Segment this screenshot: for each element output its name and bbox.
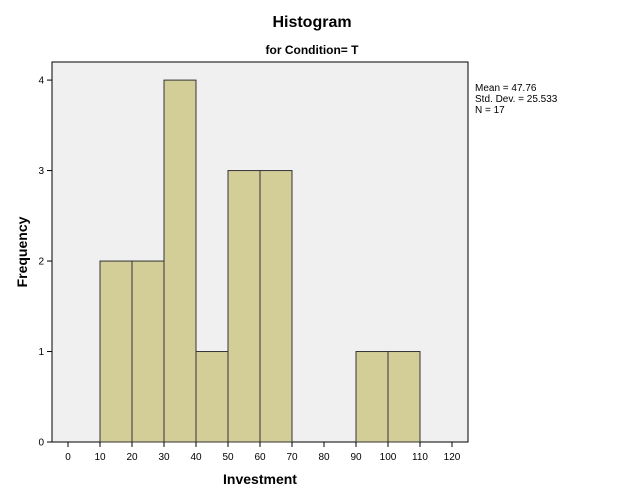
stats-mean: Mean = 47.76 [475,83,537,94]
chart-subtitle: for Condition= T [266,43,360,57]
histogram-bar-50-60 [227,170,261,443]
histogram-bar-90-100 [355,351,389,443]
stats-legend: Mean = 47.76 Std. Dev. = 25.533 N = 17 [475,83,558,116]
x-tick-label: 0 [65,452,71,463]
histogram-bar-100-110 [387,351,421,443]
y-tick-label: 1 [38,347,44,358]
x-tick-label: 80 [318,452,330,463]
histogram-bar-40-50 [195,351,229,443]
chart-title: Histogram [272,14,351,31]
x-tick-label: 30 [158,452,170,463]
x-tick-label: 20 [126,452,138,463]
x-tick-label: 90 [350,452,362,463]
stats-n: N = 17 [475,105,505,116]
y-tick-label: 0 [38,438,44,449]
y-tick-label: 2 [38,257,44,268]
bars-group [99,79,421,443]
x-tick-label: 120 [444,452,461,463]
stats-std-dev: Std. Dev. = 25.533 [475,94,558,105]
y-tick-label: 4 [38,76,44,87]
y-axis: 0 1 2 3 4 [38,76,52,449]
y-axis-label: Frequency [14,216,30,287]
x-tick-label: 70 [286,452,298,463]
x-tick-label: 110 [412,452,428,463]
histogram-bar-30-40 [163,79,197,443]
x-tick-label: 50 [222,452,234,463]
histogram-bar-20-30 [131,260,165,443]
y-tick-label: 3 [38,166,44,177]
x-tick-label: 60 [254,452,266,463]
x-tick-label: 10 [94,452,106,463]
x-axis: 0 10 20 30 40 50 60 70 80 90 100 110 120 [65,442,461,463]
x-tick-label: 100 [380,452,397,463]
x-tick-label: 40 [190,452,202,463]
x-axis-label: Investment [223,471,297,487]
histogram-bar-60-70 [259,170,293,443]
histogram-bar-10-20 [99,260,133,443]
